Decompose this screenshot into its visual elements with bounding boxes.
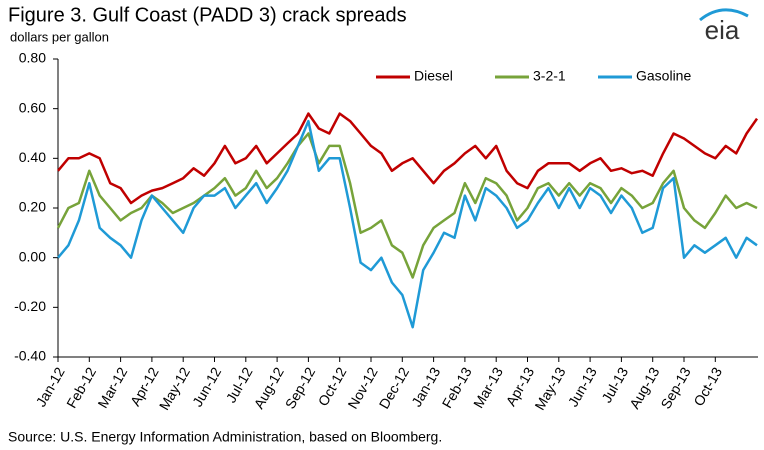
x-tick-label: Jun-12: [189, 364, 224, 409]
x-tick-label: Feb-12: [63, 364, 99, 411]
x-tick-label: May-12: [156, 364, 193, 413]
series-line: [57, 112, 759, 205]
series-line: [57, 119, 758, 329]
x-tick-label: Jun-13: [565, 364, 600, 409]
y-tick-label: 0.20: [19, 199, 46, 215]
y-tick-label: 0.40: [19, 149, 46, 165]
x-tick-label: Sep-12: [282, 364, 319, 411]
x-tick-label: Mar-12: [94, 364, 130, 411]
x-tick-label: May-13: [531, 364, 568, 413]
y-tick-label: 0.60: [19, 99, 46, 115]
y-tick-label: 0.80: [19, 50, 46, 66]
x-tick-label: Sep-13: [657, 364, 694, 411]
x-tick-label: Dec-12: [376, 364, 413, 411]
y-tick-label: -0.20: [14, 298, 46, 314]
x-tick-label: Feb-13: [439, 364, 475, 411]
source: Source: U.S. Energy Information Administ…: [8, 429, 442, 445]
x-tick-label: Oct-13: [690, 364, 725, 409]
y-tick-label: -0.40: [14, 348, 46, 364]
logo: eia: [705, 15, 740, 45]
y-tick-label: 0.00: [19, 248, 46, 264]
x-tick-label: Jul-12: [223, 364, 256, 405]
series-line: [56, 132, 758, 279]
legend-label: Diesel: [414, 68, 453, 84]
legend-label: 3-2-1: [533, 68, 566, 84]
x-tick-label: Jul-13: [598, 364, 631, 405]
x-tick-label: Mar-13: [470, 364, 506, 411]
logo-swoosh: [699, 8, 749, 22]
chart-title: Figure 3. Gulf Coast (PADD 3) crack spre…: [8, 4, 407, 26]
chart-subtitle: dollars per gallon: [10, 29, 109, 44]
legend-label: Gasoline: [636, 68, 691, 84]
